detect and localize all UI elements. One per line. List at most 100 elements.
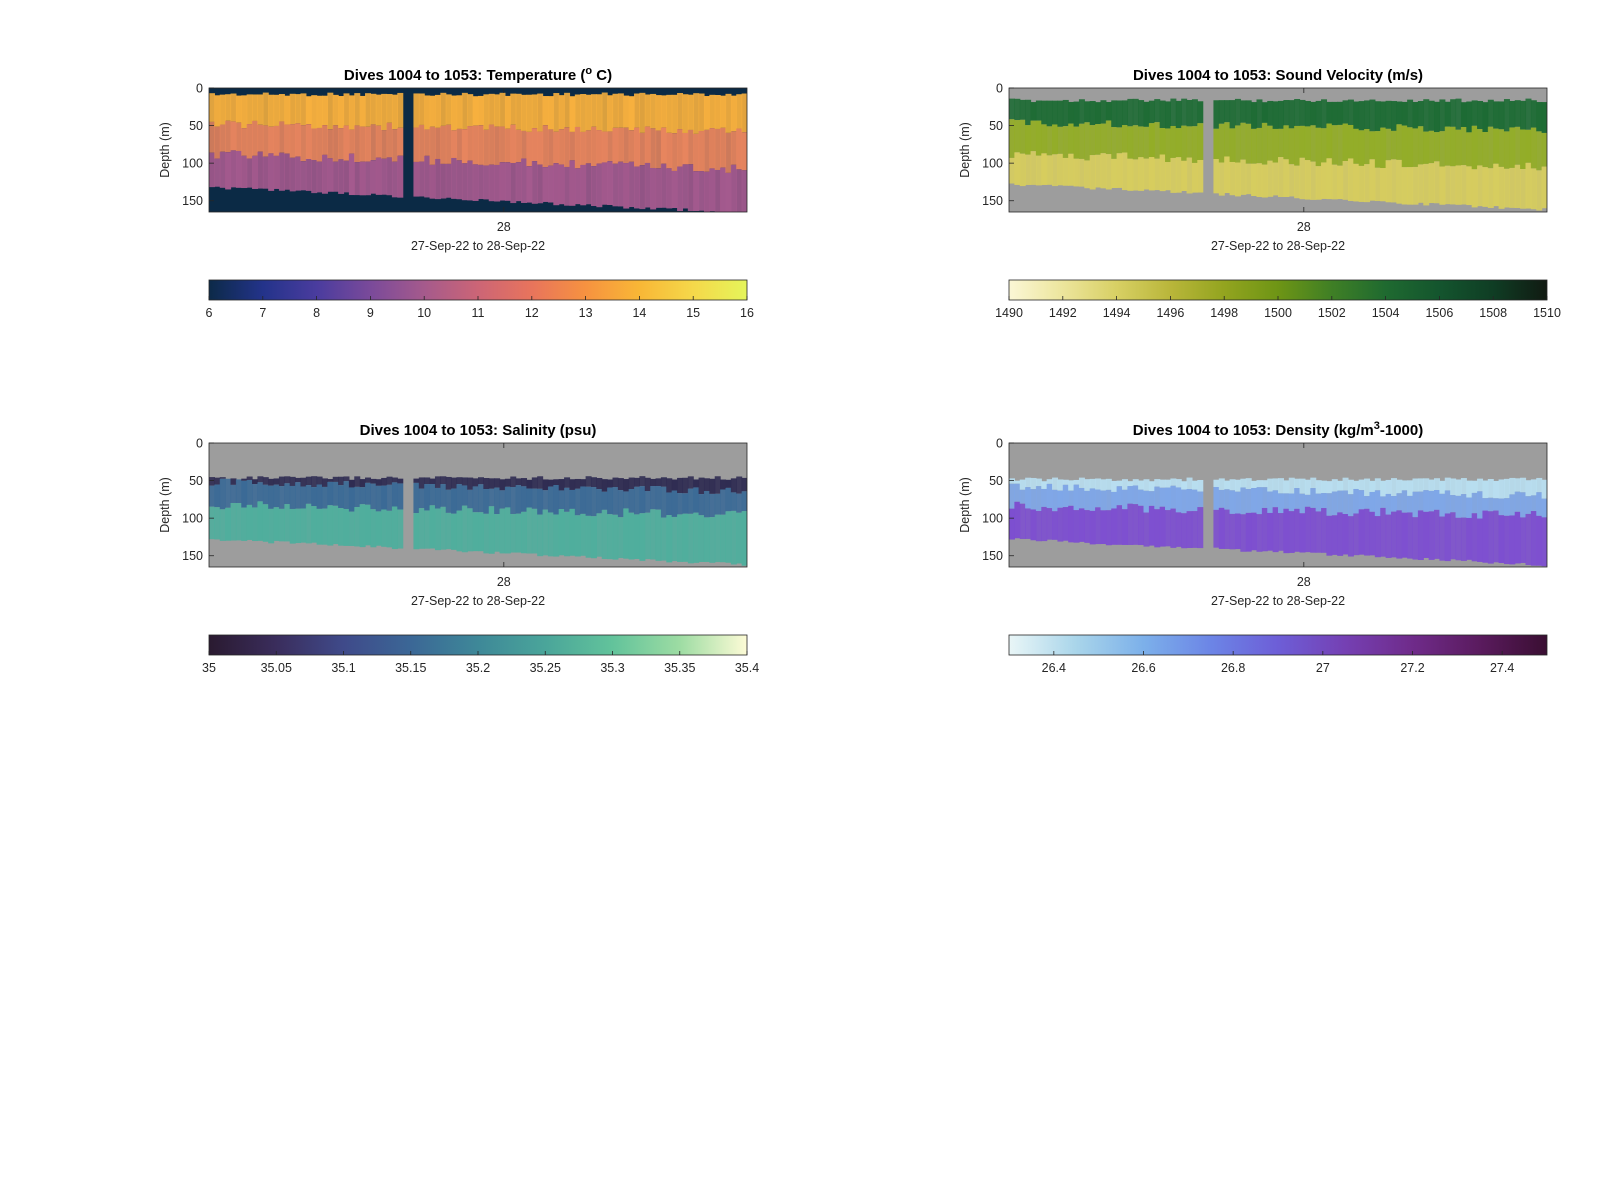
- cell: [1052, 489, 1059, 512]
- cell: [1439, 493, 1446, 517]
- cell: [246, 480, 253, 505]
- cell: [1030, 151, 1037, 185]
- cell: [365, 93, 371, 127]
- cell: [1342, 477, 1349, 491]
- y-tick-label: 0: [996, 437, 1003, 451]
- cell: [537, 164, 544, 204]
- cell: [413, 478, 420, 483]
- cell: [601, 131, 608, 163]
- plot-frame: [1008, 87, 1548, 213]
- cell: [1148, 481, 1155, 492]
- cell: [531, 161, 538, 204]
- cell: [1132, 98, 1139, 126]
- colorbar-tick-label: 7: [259, 306, 266, 320]
- cell: [521, 94, 528, 131]
- cell: [1530, 511, 1537, 566]
- cell: [284, 476, 291, 484]
- cell: [214, 484, 221, 508]
- cell: [660, 127, 667, 164]
- cell: [510, 93, 517, 125]
- cell: [365, 477, 371, 483]
- cell: [634, 166, 640, 209]
- cell: [504, 486, 511, 508]
- cell: [1390, 496, 1397, 512]
- cell: [278, 476, 285, 487]
- cell: [671, 94, 678, 134]
- cell: [1310, 125, 1317, 162]
- cell: [531, 477, 538, 489]
- cell: [478, 477, 484, 485]
- heatmap-cells: [1009, 98, 1547, 211]
- cell: [381, 130, 388, 159]
- cell: [1299, 157, 1306, 200]
- colorbar-tick-label: 1506: [1425, 306, 1453, 320]
- cell: [488, 506, 495, 554]
- colorbar-tick-label: 26.8: [1221, 661, 1245, 675]
- cell: [1159, 128, 1166, 155]
- cell: [1105, 510, 1112, 546]
- cell: [252, 94, 259, 121]
- cell: [531, 508, 538, 554]
- cell: [1234, 513, 1241, 550]
- cell: [601, 491, 608, 510]
- cell: [456, 128, 463, 161]
- cell: [1035, 478, 1042, 487]
- cell: [472, 125, 479, 165]
- cell: [650, 93, 657, 129]
- x-axis-label: 27-Sep-22 to 28-Sep-22: [411, 594, 545, 608]
- cell: [1267, 160, 1274, 197]
- cell: [1267, 491, 1274, 513]
- cell: [1197, 101, 1204, 124]
- cell: [537, 93, 544, 132]
- cell: [585, 486, 592, 516]
- cell: [1331, 491, 1338, 516]
- cell: [1315, 493, 1322, 512]
- cell: [1213, 100, 1220, 129]
- colorbar-tick-label: 35: [202, 661, 216, 675]
- cell: [585, 130, 592, 164]
- cell: [1477, 478, 1484, 492]
- cell: [397, 127, 404, 156]
- cell: [1073, 158, 1080, 187]
- cell: [504, 95, 511, 129]
- cell: [359, 161, 366, 196]
- cell: [1493, 498, 1500, 511]
- cell: [634, 486, 640, 515]
- cell: [1127, 486, 1134, 504]
- cell: [424, 510, 431, 549]
- cell: [687, 94, 694, 130]
- cell: [639, 486, 646, 514]
- cell: [343, 476, 350, 482]
- cell: [1380, 101, 1387, 128]
- cell: [1078, 123, 1085, 159]
- colorbar-tick-label: 1494: [1103, 306, 1131, 320]
- cell: [483, 478, 490, 490]
- cell: [1434, 478, 1440, 491]
- cell: [429, 483, 436, 506]
- cell: [682, 513, 689, 562]
- cell: [1471, 169, 1478, 208]
- cell: [1482, 102, 1489, 132]
- cell: [1175, 100, 1182, 129]
- cell: [1245, 163, 1252, 195]
- cell: [1428, 511, 1435, 560]
- cell: [1460, 165, 1467, 205]
- cell: [1466, 101, 1473, 133]
- cell: [1041, 488, 1048, 507]
- cell: [1068, 123, 1075, 154]
- colorbar-tick-label: 8: [313, 306, 320, 320]
- cell: [343, 481, 350, 509]
- cell: [1342, 100, 1349, 124]
- cell: [698, 477, 705, 495]
- cell: [1358, 479, 1365, 491]
- cell: [246, 94, 253, 125]
- cell: [1310, 161, 1317, 200]
- cell: [370, 478, 377, 484]
- cell: [601, 162, 608, 205]
- colorbar-tick-label: 11: [472, 306, 485, 320]
- cell: [1337, 480, 1344, 491]
- cell: [1283, 100, 1290, 126]
- cell: [1068, 153, 1075, 186]
- cell: [1009, 483, 1015, 509]
- cell: [494, 487, 501, 515]
